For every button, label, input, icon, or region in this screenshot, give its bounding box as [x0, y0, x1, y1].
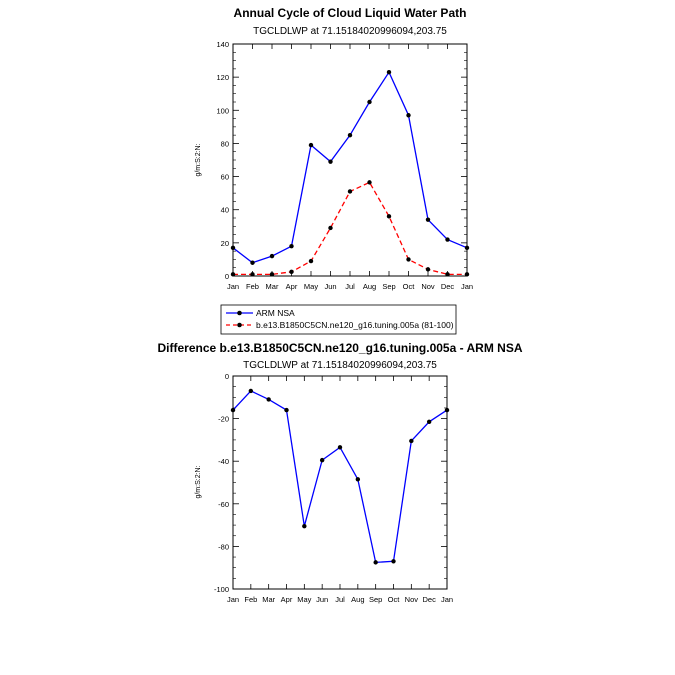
series-0-point: [319, 457, 325, 463]
y-tick-label: 40: [221, 206, 229, 215]
y-tick-label: 20: [221, 239, 229, 248]
series-0-point: [266, 397, 271, 402]
series-0-point: [250, 260, 255, 265]
y-tick-label: 100: [216, 106, 229, 115]
series-1-point: [406, 257, 411, 262]
legend-label-model: b.e13.B1850C5CN.ne120_g16.tuning.005a (8…: [256, 320, 454, 330]
x-tick-label: Jun: [324, 282, 336, 291]
series-0-point: [445, 237, 450, 242]
series-0-point: [269, 253, 275, 259]
plot-frame: [232, 375, 448, 590]
chart2-plot: Jan Feb Mar Apr May Jun Jul Aug Sep Oct Nov Dec Jan-…: [214, 372, 453, 604]
chart2-title: Difference b.e13.B1850C5CN.ne120_g16.tun…: [157, 341, 522, 355]
x-tick-label: Jan: [441, 595, 453, 604]
legend-box: [220, 304, 457, 335]
series-0-point: [230, 407, 236, 413]
y-tick-label: 80: [221, 139, 229, 148]
chart1-title: Annual Cycle of Cloud Liquid Water Path: [234, 6, 467, 20]
series-0-point: [230, 245, 236, 251]
series-0-point: [426, 419, 432, 424]
series-0-point: [391, 559, 396, 564]
series-1-point: [269, 272, 275, 277]
series-1-point: [230, 272, 236, 277]
chart1-plot: Jan Feb Mar Apr May Jun Jul Aug Sep Oct Nov Dec Jan0…: [216, 40, 473, 291]
series-0-point: [367, 99, 372, 105]
x-tick-label: May: [304, 282, 318, 291]
y-tick-label: 0: [225, 272, 229, 281]
y-tick-label: 0: [225, 372, 229, 381]
chart2-subtitle: TGCLDLWP at 71.15184020996094,203.75: [243, 360, 437, 371]
series-0-point: [248, 388, 254, 394]
series-0-point: [328, 159, 333, 164]
y-tick-label: 60: [221, 173, 229, 182]
series-0-point: [284, 407, 289, 413]
x-tick-label: Nov: [421, 282, 435, 291]
legend: ARM NSA b.e13.B1850C5CN.ne120_g16.tuning…: [220, 304, 457, 335]
x-tick-label: Apr: [281, 595, 293, 604]
x-tick-label: Dec: [422, 595, 436, 604]
series-0-point: [302, 523, 307, 529]
x-tick-label: Nov: [405, 595, 419, 604]
x-tick-label: Oct: [403, 282, 416, 291]
x-tick-label: Oct: [388, 595, 401, 604]
series-line-0: [232, 70, 468, 264]
x-tick-label: Aug: [351, 595, 364, 604]
y-tick-label: -80: [218, 542, 229, 551]
series-1-point: [367, 180, 372, 185]
series-1-point: [328, 225, 333, 231]
series-1-point: [250, 272, 255, 277]
chart2-ylabel: g/m:S:2:N:: [195, 465, 202, 498]
series-0-point: [347, 132, 353, 138]
x-tick-label: Mar: [262, 595, 275, 604]
x-tick-label: Dec: [441, 282, 455, 291]
x-tick-label: Feb: [244, 595, 257, 604]
series-1-point: [347, 189, 353, 194]
x-tick-label: Jul: [345, 282, 355, 291]
legend-marker-arm: [237, 310, 242, 316]
x-tick-label: Jan: [461, 282, 473, 291]
series-0-point: [464, 245, 470, 251]
x-tick-label: Feb: [246, 282, 259, 291]
series-1-point: [386, 214, 392, 219]
series-0-point: [386, 69, 392, 75]
x-tick-label: May: [297, 595, 311, 604]
chart1-ylabel: g/m:S:2:N:: [195, 143, 202, 176]
series-0-point: [406, 113, 411, 118]
x-tick-label: Mar: [266, 282, 279, 291]
series-0-point: [444, 407, 450, 413]
series-0-point: [373, 560, 378, 565]
plot-frame: [232, 43, 468, 277]
x-tick-label: Aug: [363, 282, 376, 291]
y-tick-label: -20: [218, 415, 229, 424]
legend-label-arm: ARM NSA: [256, 308, 295, 318]
series-line-0: [232, 390, 448, 564]
y-tick-label: 140: [216, 40, 229, 49]
y-tick-label: -40: [218, 457, 229, 466]
series-0-point: [355, 477, 361, 482]
y-tick-label: 120: [216, 73, 229, 82]
series-1-point: [289, 269, 294, 275]
x-tick-label: Jun: [316, 595, 328, 604]
y-tick-label: -100: [214, 585, 229, 594]
series-1-point: [445, 272, 450, 277]
series-1-point: [464, 272, 470, 277]
legend-marker-model: [237, 322, 242, 328]
x-tick-label: Apr: [286, 282, 298, 291]
series-1-point: [425, 267, 431, 272]
series-0-point: [409, 438, 414, 444]
chart1-subtitle: TGCLDLWP at 71.15184020996094,203.75: [253, 26, 447, 37]
series-0-point: [308, 142, 314, 148]
x-tick-label: Jan: [227, 282, 239, 291]
series-0-point: [289, 243, 294, 249]
x-tick-label: Sep: [382, 282, 395, 291]
y-tick-label: -60: [218, 500, 229, 509]
series-1-point: [308, 258, 314, 264]
x-tick-label: Jul: [335, 595, 345, 604]
series-line-1: [233, 181, 467, 275]
x-tick-label: Sep: [369, 595, 382, 604]
series-0-point: [337, 445, 343, 450]
x-tick-label: Jan: [227, 595, 239, 604]
series-0-point: [425, 217, 431, 222]
